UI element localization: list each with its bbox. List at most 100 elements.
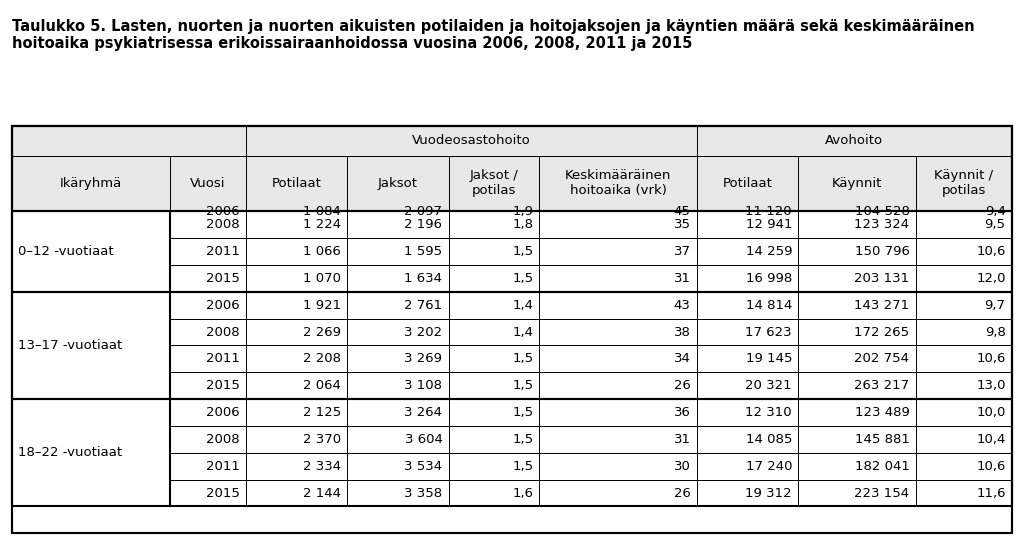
Text: 2011: 2011 bbox=[206, 245, 240, 258]
Text: 1,5: 1,5 bbox=[512, 459, 534, 473]
Text: 2011: 2011 bbox=[206, 352, 240, 365]
Text: 26: 26 bbox=[674, 379, 690, 392]
Text: 1 084: 1 084 bbox=[303, 205, 341, 218]
Text: 17 240: 17 240 bbox=[745, 459, 793, 473]
Text: Taulukko 5. Lasten, nuorten ja nuorten aikuisten potilaiden ja hoitojaksojen ja : Taulukko 5. Lasten, nuorten ja nuorten a… bbox=[12, 19, 975, 34]
Text: 13–17 -vuotiaat: 13–17 -vuotiaat bbox=[18, 339, 123, 352]
Text: 2015: 2015 bbox=[206, 487, 240, 499]
Text: Jaksot /
potilas: Jaksot / potilas bbox=[470, 170, 518, 197]
Text: 2 064: 2 064 bbox=[303, 379, 341, 392]
Text: 10,6: 10,6 bbox=[976, 245, 1006, 258]
Text: Vuodeosastohoito: Vuodeosastohoito bbox=[412, 134, 530, 147]
Text: 2 269: 2 269 bbox=[303, 325, 341, 339]
Text: 123 324: 123 324 bbox=[854, 218, 909, 231]
Text: 172 265: 172 265 bbox=[854, 325, 909, 339]
Text: 3 264: 3 264 bbox=[404, 406, 442, 419]
Text: 1,5: 1,5 bbox=[512, 352, 534, 365]
Text: 202 754: 202 754 bbox=[854, 352, 909, 365]
Text: 182 041: 182 041 bbox=[855, 459, 909, 473]
Text: 1 066: 1 066 bbox=[303, 245, 341, 258]
Text: 14 259: 14 259 bbox=[745, 245, 793, 258]
Text: 2008: 2008 bbox=[206, 433, 240, 446]
Text: 2 196: 2 196 bbox=[404, 218, 442, 231]
Text: Vuosi: Vuosi bbox=[190, 177, 225, 190]
Text: 263 217: 263 217 bbox=[854, 379, 909, 392]
Text: 1 070: 1 070 bbox=[303, 272, 341, 285]
Text: 2 144: 2 144 bbox=[303, 487, 341, 499]
Text: 2 208: 2 208 bbox=[303, 352, 341, 365]
Text: 2015: 2015 bbox=[206, 272, 240, 285]
Text: 1,6: 1,6 bbox=[512, 487, 534, 499]
Text: Avohoito: Avohoito bbox=[825, 134, 884, 147]
Text: 3 604: 3 604 bbox=[404, 433, 442, 446]
Text: 37: 37 bbox=[674, 245, 690, 258]
Text: 2011: 2011 bbox=[206, 459, 240, 473]
Text: 145 881: 145 881 bbox=[855, 433, 909, 446]
Text: 9,5: 9,5 bbox=[984, 218, 1006, 231]
Text: 19 145: 19 145 bbox=[745, 352, 793, 365]
Text: 1,5: 1,5 bbox=[512, 433, 534, 446]
Text: 43: 43 bbox=[674, 299, 690, 312]
Text: 104 528: 104 528 bbox=[855, 205, 909, 218]
Text: 35: 35 bbox=[674, 218, 690, 231]
Text: Ikäryhmä: Ikäryhmä bbox=[59, 177, 122, 190]
Text: 2008: 2008 bbox=[206, 325, 240, 339]
Text: 1,9: 1,9 bbox=[512, 205, 534, 218]
Text: 2008: 2008 bbox=[206, 218, 240, 231]
Text: 1,5: 1,5 bbox=[512, 379, 534, 392]
Text: 9,8: 9,8 bbox=[985, 325, 1006, 339]
Text: 3 202: 3 202 bbox=[404, 325, 442, 339]
Text: Käynnit /
potilas: Käynnit / potilas bbox=[934, 170, 993, 197]
Text: 30: 30 bbox=[674, 459, 690, 473]
Text: 12,0: 12,0 bbox=[976, 272, 1006, 285]
Text: 1 224: 1 224 bbox=[303, 218, 341, 231]
Text: 143 271: 143 271 bbox=[854, 299, 909, 312]
Text: 10,4: 10,4 bbox=[976, 433, 1006, 446]
Text: 150 796: 150 796 bbox=[855, 245, 909, 258]
Text: 36: 36 bbox=[674, 406, 690, 419]
Text: 26: 26 bbox=[674, 487, 690, 499]
Text: 1 921: 1 921 bbox=[303, 299, 341, 312]
Text: 2 761: 2 761 bbox=[404, 299, 442, 312]
Text: 1,5: 1,5 bbox=[512, 245, 534, 258]
Text: 11 120: 11 120 bbox=[745, 205, 793, 218]
Text: Potilaat: Potilaat bbox=[271, 177, 322, 190]
Text: 203 131: 203 131 bbox=[854, 272, 909, 285]
Text: 0–12 -vuotiaat: 0–12 -vuotiaat bbox=[18, 245, 114, 258]
Text: 12 941: 12 941 bbox=[745, 218, 793, 231]
Text: 14 814: 14 814 bbox=[745, 299, 793, 312]
Text: 11,6: 11,6 bbox=[976, 487, 1006, 499]
Text: 31: 31 bbox=[674, 433, 690, 446]
Text: 9,4: 9,4 bbox=[985, 205, 1006, 218]
Text: 9,7: 9,7 bbox=[984, 299, 1006, 312]
Bar bbox=[12, 126, 1012, 533]
Bar bbox=[12, 155, 1012, 211]
Bar bbox=[12, 126, 1012, 155]
Text: 17 623: 17 623 bbox=[745, 325, 793, 339]
Text: 2006: 2006 bbox=[206, 205, 240, 218]
Text: hoitoaika psykiatrisessa erikoissairaanhoidossa vuosina 2006, 2008, 2011 ja 2015: hoitoaika psykiatrisessa erikoissairaanh… bbox=[12, 36, 692, 50]
Text: 2015: 2015 bbox=[206, 379, 240, 392]
Text: 1,8: 1,8 bbox=[512, 218, 534, 231]
Text: 38: 38 bbox=[674, 325, 690, 339]
Text: 2 334: 2 334 bbox=[303, 459, 341, 473]
Text: 34: 34 bbox=[674, 352, 690, 365]
Text: 31: 31 bbox=[674, 272, 690, 285]
Text: 10,6: 10,6 bbox=[976, 459, 1006, 473]
Text: 45: 45 bbox=[674, 205, 690, 218]
Text: 3 269: 3 269 bbox=[404, 352, 442, 365]
Text: 1,4: 1,4 bbox=[512, 299, 534, 312]
Text: 10,0: 10,0 bbox=[976, 406, 1006, 419]
Text: 13,0: 13,0 bbox=[976, 379, 1006, 392]
Text: Keskimääräinen
hoitoaika (vrk): Keskimääräinen hoitoaika (vrk) bbox=[565, 170, 672, 197]
Text: 19 312: 19 312 bbox=[745, 487, 793, 499]
Text: 223 154: 223 154 bbox=[854, 487, 909, 499]
Text: 16 998: 16 998 bbox=[745, 272, 793, 285]
Text: Potilaat: Potilaat bbox=[723, 177, 772, 190]
Text: 2 370: 2 370 bbox=[303, 433, 341, 446]
Text: 2006: 2006 bbox=[206, 406, 240, 419]
Text: 1 595: 1 595 bbox=[404, 245, 442, 258]
Text: 3 108: 3 108 bbox=[404, 379, 442, 392]
Text: 2006: 2006 bbox=[206, 299, 240, 312]
Text: 1 634: 1 634 bbox=[404, 272, 442, 285]
